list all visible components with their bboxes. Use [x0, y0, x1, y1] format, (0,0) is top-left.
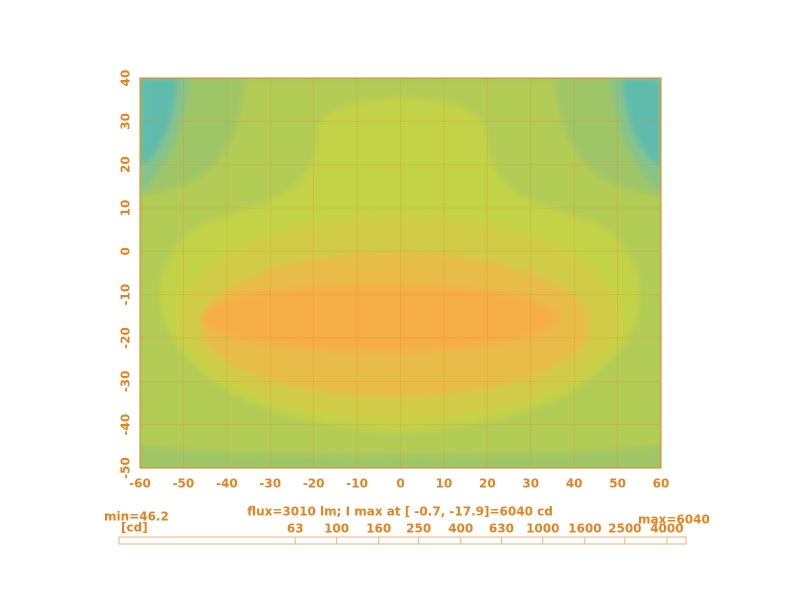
x-tick-label: 10 [436, 477, 453, 491]
x-tick-label: 20 [479, 477, 496, 491]
y-tick-label: 40 [119, 70, 133, 87]
flux-info: flux=3010 lm; I max at [ -0.7, -17.9]=60… [247, 505, 553, 519]
y-tick-label: 30 [119, 113, 133, 130]
x-tick-label: 50 [609, 477, 626, 491]
y-tick-label: -20 [119, 327, 133, 349]
x-tick-label: 60 [653, 477, 670, 491]
x-tick-label: -60 [129, 477, 151, 491]
max-label: max=6040 [638, 513, 710, 527]
x-tick-label: 0 [396, 477, 404, 491]
y-tick-label: -30 [119, 370, 133, 392]
colorbar-tick-label: 250 [406, 522, 431, 536]
x-tick-label: 40 [566, 477, 583, 491]
unit-label: [cd] [121, 521, 148, 535]
x-tick-label: -30 [259, 477, 281, 491]
colorbar [118, 536, 687, 545]
colorbar-tick-label: 1000 [526, 522, 559, 536]
colorbar-tick-label: 1600 [568, 522, 601, 536]
x-tick-label: 30 [522, 477, 539, 491]
y-tick-label: -40 [119, 414, 133, 436]
colorbar-tick-label: 2500 [608, 522, 641, 536]
y-tick-label: -10 [119, 284, 133, 306]
y-tick-label: 20 [119, 156, 133, 173]
y-tick-label: 0 [119, 247, 133, 255]
plot-frame [139, 77, 662, 469]
y-tick-label: 10 [119, 200, 133, 217]
colorbar-tick-label: 4000 [650, 522, 683, 536]
x-tick-label: -40 [216, 477, 238, 491]
colorbar-tick-label: 160 [366, 522, 391, 536]
contour-level [140, 78, 178, 168]
contour-level [202, 284, 558, 352]
x-tick-label: -20 [303, 477, 325, 491]
contour-level [622, 78, 661, 168]
x-tick-label: -50 [173, 477, 195, 491]
colorbar-tick-label: 100 [324, 522, 349, 536]
y-tick-label: -50 [119, 457, 133, 479]
min-label: min=46.2 [104, 510, 169, 524]
colorbar-tick-label: 400 [448, 522, 473, 536]
x-tick-label: -10 [346, 477, 368, 491]
colorbar-tick-label: 63 [287, 522, 304, 536]
colorbar-tick-label: 630 [489, 522, 514, 536]
contour-field [140, 78, 661, 468]
